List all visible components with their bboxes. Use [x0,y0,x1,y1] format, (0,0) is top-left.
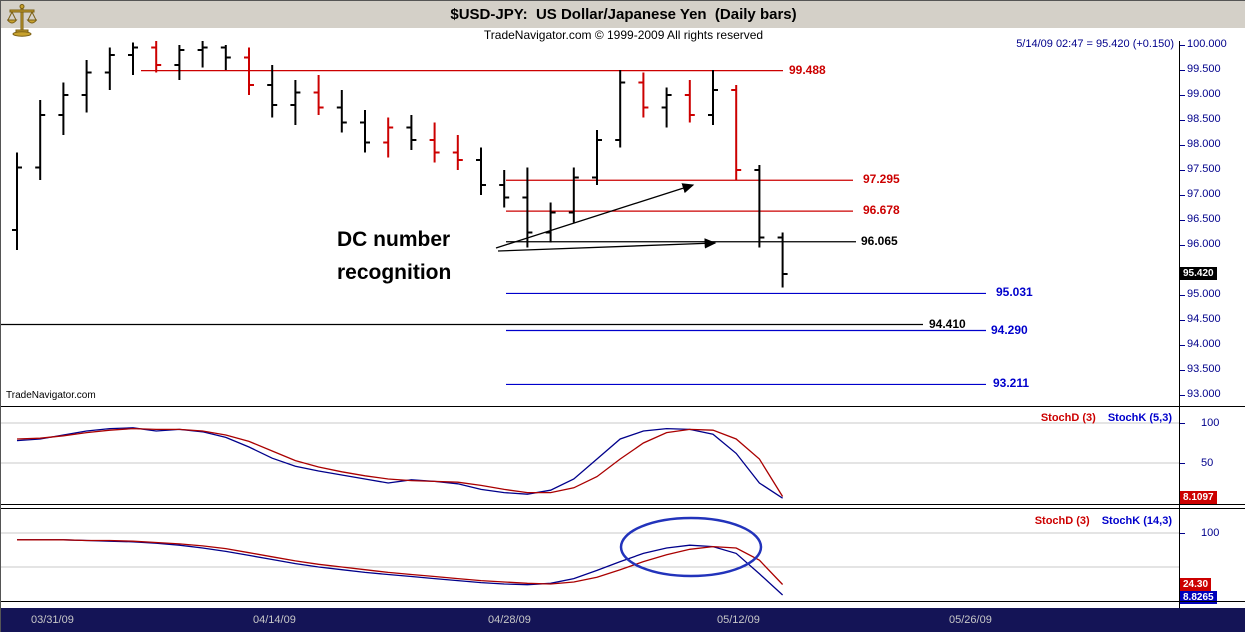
price-axis-label: 96.000 [1187,238,1221,250]
date-label: 04/14/09 [253,614,296,626]
price-axis-tick [1179,195,1185,196]
header-band [1,1,1245,28]
stoch1-d-value-box: 8.1097 [1180,490,1217,504]
price-axis-tick [1179,145,1185,146]
panel-separator-3 [1,508,1245,509]
annotation-arrow [495,183,695,249]
annotation-arrow [497,238,717,252]
price-axis-tick [1179,95,1185,96]
trade-navigator-logo [6,3,38,42]
panel-separator-4 [1,601,1245,602]
stoch-axis-tick [1179,533,1185,534]
stoch1-k-legend: StochK (5,3) [1107,412,1172,424]
date-label: 03/31/09 [31,614,74,626]
date-label: 05/26/09 [949,614,992,626]
price-axis-tick [1179,220,1185,221]
price-axis-label: 94.000 [1187,338,1221,350]
price-axis-tick [1179,245,1185,246]
stoch2-legend: StochD (3) StochK (14,3) [1035,515,1172,527]
date-axis-bar[interactable]: 03/31/09 04/14/09 04/28/09 05/12/09 05/26/09 [1,608,1245,632]
stoch-axis-tick [1179,463,1185,464]
price-axis-tick [1179,170,1185,171]
price-axis-label: 93.000 [1187,388,1221,400]
stoch-d-line [16,427,784,497]
price-level-label: 96.065 [861,233,898,248]
stoch2-k-legend: StochK (14,3) [1101,515,1172,527]
price-axis-tick [1179,395,1185,396]
price-level-label: 94.290 [991,322,1028,337]
price-axis-label: 94.500 [1187,313,1221,325]
stoch-axis-label: 50 [1201,457,1214,469]
stochastic-panel-5-3[interactable] [1,407,1179,504]
date-label: 04/28/09 [488,614,531,626]
price-axis-label: 97.000 [1187,188,1221,200]
quote-info: 5/14/09 02:47 = 95.420 (+0.150) [1016,38,1174,50]
stoch1-d-legend: StochD (3) [1040,412,1096,424]
price-axis-tick [1179,320,1185,321]
price-axis-label: 98.000 [1187,138,1221,150]
chart-title: $USD-JPY: US Dollar/Japanese Yen (Daily … [450,6,797,23]
price-axis-tick [1179,120,1185,121]
price-axis-label: 96.500 [1187,213,1221,225]
highlight-ellipse [619,516,763,578]
price-level-label: 94.410 [929,316,966,331]
price-axis-tick [1179,370,1185,371]
current-price-box: 95.420 [1180,267,1217,280]
dc-number-annotation: DC number recognition [337,228,452,284]
stoch-axis-label: 100 [1201,527,1220,539]
price-axis-tick [1179,295,1185,296]
price-axis-label: 100.000 [1187,38,1227,50]
stoch1-legend: StochD (3) StochK (5,3) [1041,412,1172,424]
stoch-axis-label: 100 [1201,417,1220,429]
watermark-text: TradeNavigator.com [6,390,96,401]
price-axis-tick [1179,70,1185,71]
price-axis-label: 97.500 [1187,163,1221,175]
price-axis-label: 93.500 [1187,363,1221,375]
price-level-label: 95.031 [996,285,1033,300]
stoch-axis-tick [1179,423,1185,424]
copyright-line: TradeNavigator.com © 1999-2009 All right… [483,28,764,42]
scales-icon [6,4,38,37]
price-level-label: 99.488 [789,62,826,77]
price-level-label: 97.295 [863,172,900,187]
stochastic-panel-14-3[interactable] [1,509,1179,602]
stoch2-d-value-box: 24.30 [1180,578,1212,592]
price-axis-label: 98.500 [1187,113,1221,125]
panel-separator-1 [1,406,1245,407]
stoch2-k-value-box: 8.8265 [1180,590,1217,604]
panel-separator-2 [1,504,1245,505]
stoch2-d-legend: StochD (3) [1034,515,1090,527]
date-label: 05/12/09 [717,614,760,626]
price-axis-label: 99.000 [1187,88,1221,100]
price-axis-label: 95.000 [1187,288,1221,300]
price-axis-tick [1179,45,1185,46]
stoch-d-line [17,539,784,585]
price-axis-tick [1179,345,1185,346]
price-chart-canvas[interactable] [1,41,1179,407]
price-axis-line [1179,41,1180,608]
price-level-label: 93.211 [993,376,1030,391]
price-level-label: 96.678 [863,203,900,218]
price-axis-label: 99.500 [1187,63,1221,75]
